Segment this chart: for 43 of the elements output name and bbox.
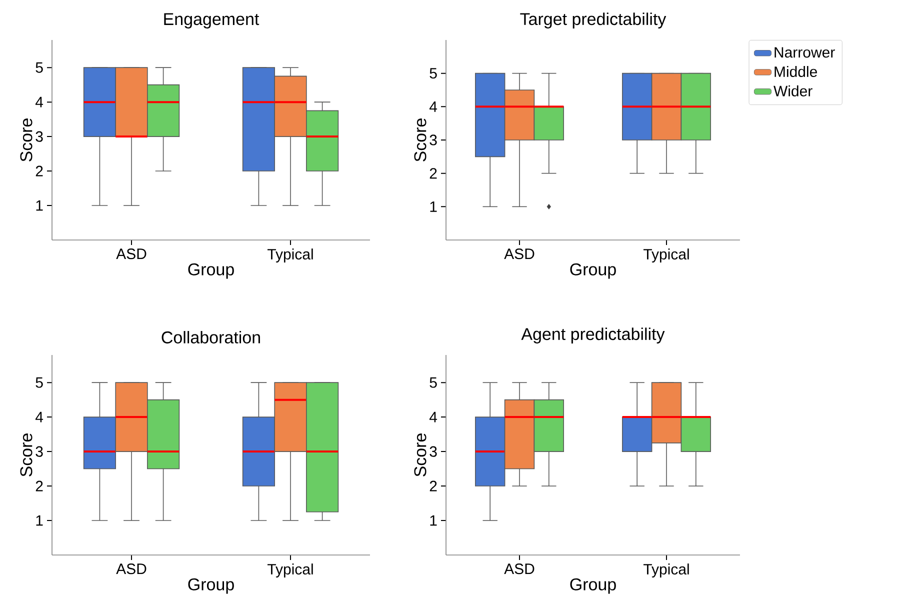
legend-label: Middle (774, 66, 817, 78)
chart-title: Collaboration (162, 330, 260, 344)
y-axis-title: Score (20, 434, 32, 476)
y-tick-label: 3 (430, 446, 437, 457)
x-tick-label: ASD (504, 564, 534, 574)
y-tick-label: 3 (36, 446, 43, 457)
x-tick-label: Typical (267, 564, 313, 578)
x-tick-label: ASD (116, 248, 146, 260)
x-tick-label: ASD (504, 248, 534, 260)
x-tick-label: Typical (643, 248, 689, 262)
y-tick-label: 1 (36, 200, 43, 211)
legend-label: Wider (774, 85, 812, 96)
y-tick-label: 5 (36, 377, 43, 388)
x-tick-label: Typical (267, 248, 313, 262)
y-tick-label: 3 (36, 131, 43, 142)
y-tick-label: 4 (35, 96, 44, 108)
chart-title: Agent predictability (521, 328, 665, 344)
y-axis-title: Score (414, 434, 426, 476)
y-tick-label: 4 (429, 102, 438, 112)
y-tick-label: 2 (430, 168, 437, 179)
y-tick-label: 2 (36, 166, 43, 176)
x-tick-label: Typical (643, 564, 689, 578)
x-axis-title: Group (188, 578, 234, 594)
y-tick-label: 1 (430, 515, 437, 526)
y-tick-label: 4 (429, 412, 438, 422)
y-tick-label: 2 (36, 480, 43, 492)
x-axis-title: Group (570, 578, 616, 594)
y-tick-label: 5 (36, 62, 43, 73)
y-axis-title: Score (414, 118, 426, 162)
y-tick-label: 3 (430, 134, 437, 146)
x-axis-title: Group (188, 263, 234, 279)
legend-label: Narrower (774, 47, 835, 58)
y-tick-label: 1 (430, 202, 437, 212)
y-tick-label: 2 (430, 480, 437, 492)
y-axis-title: Score (20, 118, 32, 162)
y-tick-label: 4 (35, 412, 44, 422)
chart-title: Target predictability (520, 12, 666, 28)
y-tick-label: 5 (430, 68, 437, 79)
x-axis-title: Group (570, 263, 616, 279)
y-tick-label: 1 (36, 515, 43, 526)
y-tick-label: 5 (430, 377, 437, 388)
chart-title: Engagement (164, 13, 260, 28)
x-tick-label: ASD (116, 564, 146, 574)
